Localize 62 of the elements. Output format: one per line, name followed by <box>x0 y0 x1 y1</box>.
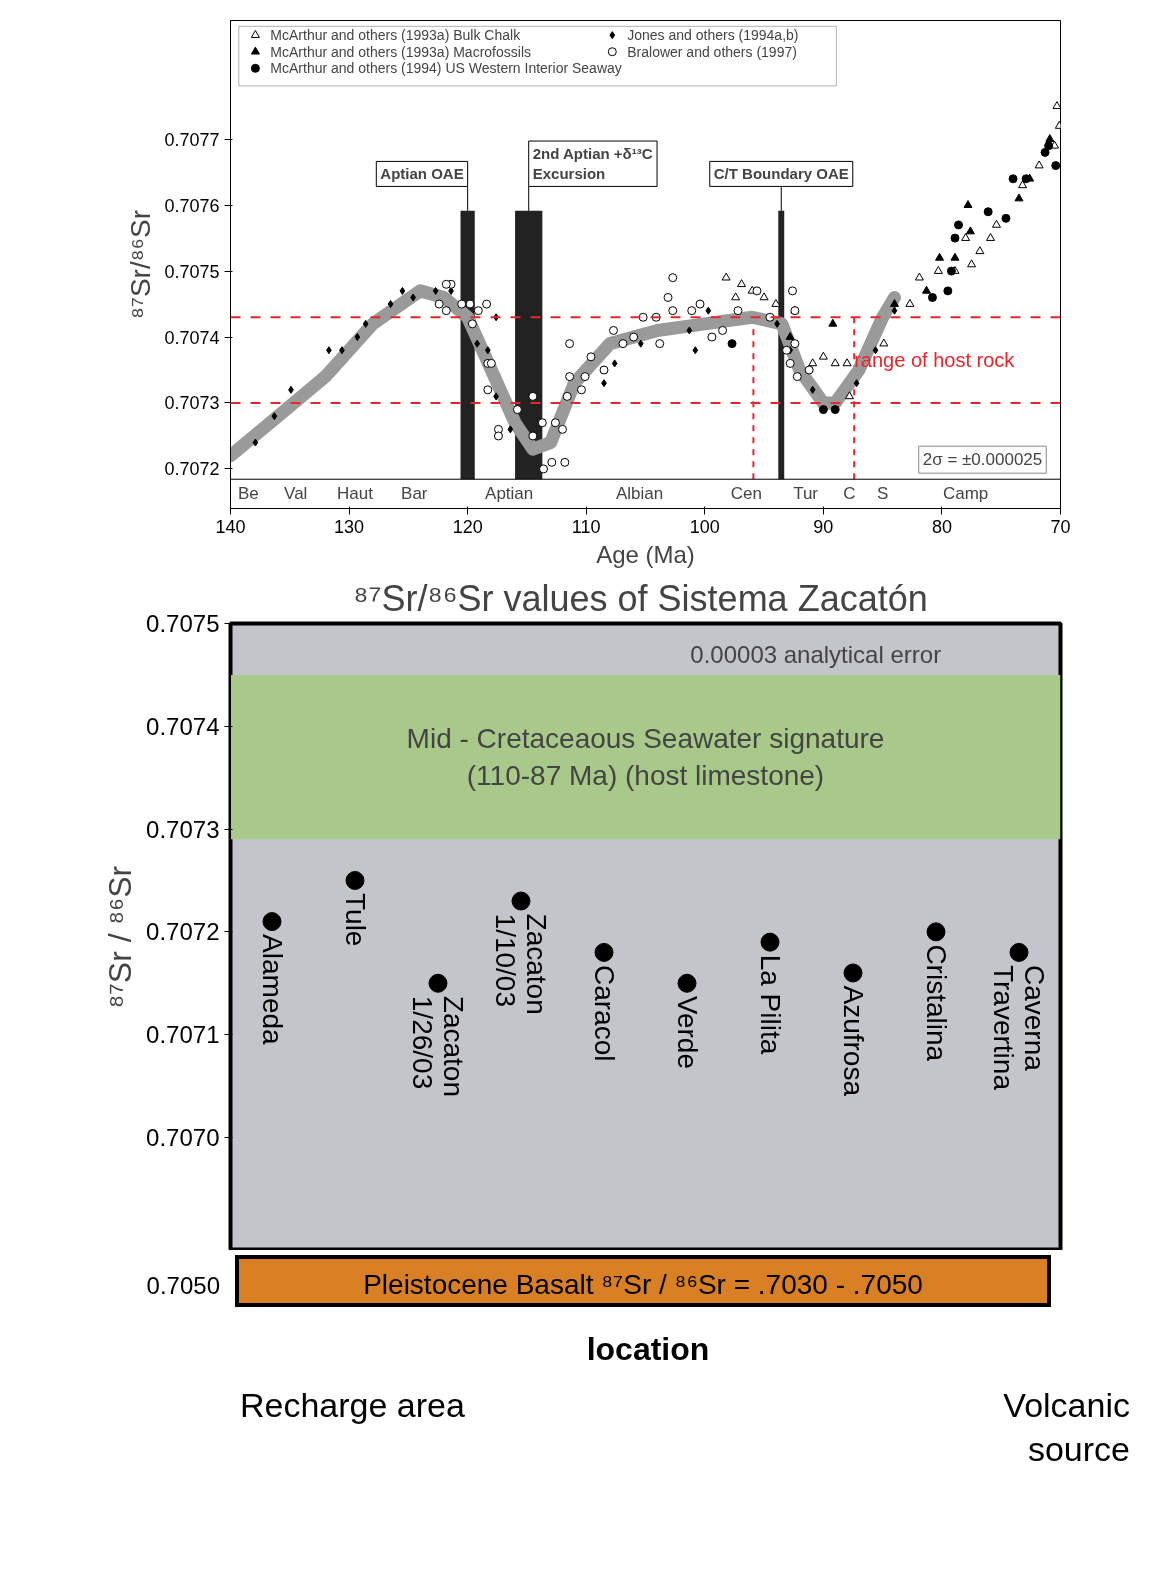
y-tick-label: 0.7070 <box>146 1123 220 1151</box>
x-tick-label: 80 <box>931 516 952 537</box>
annotation: Aptian <box>485 484 534 504</box>
category-label: Caracol <box>588 964 620 1062</box>
annotation: Albian <box>615 484 664 504</box>
band-label: C/T Boundary OAE <box>713 165 849 183</box>
y-tick-label: 0.7074 <box>146 712 220 740</box>
x-axis-title: Age (Ma) <box>596 540 695 568</box>
x-tick-label: 90 <box>813 516 834 537</box>
category-label: Alameda <box>256 934 288 1045</box>
legend-label: Jones and others (1994a,b) <box>627 27 799 44</box>
text: Volcanic source <box>1002 1384 1130 1470</box>
text: Pleistocene Basalt ⁸⁷Sr / ⁸⁶Sr = .7030 - .7050 <box>363 1268 923 1302</box>
y-tick-label: 0.7072 <box>164 459 220 480</box>
text: 0.7050 <box>146 1271 220 1301</box>
annotation: S <box>876 484 889 504</box>
x-tick-label: 140 <box>215 516 246 537</box>
legend-label: McArthur and others (1993a) Bulk Chalk <box>270 27 522 44</box>
y-tick-label: 0.7073 <box>146 815 220 843</box>
legend-label: Bralower and others (1997) <box>627 43 797 60</box>
category-label: Cristalina <box>920 944 952 1062</box>
x-tick-label: 100 <box>689 516 720 537</box>
y-tick-label: 0.7074 <box>164 327 220 348</box>
annotation: Cen <box>730 484 762 504</box>
band-label: Aptian OAE <box>380 165 464 183</box>
band-label: 2nd Aptian +δ¹³C Excursion <box>532 145 653 183</box>
annotation: 0.00003 analytical error <box>690 641 942 669</box>
category-label: La Pilita <box>754 954 786 1055</box>
annotation: 2σ = ±0.000025 <box>922 450 1043 470</box>
y-axis-title: ⁸⁷Sr/⁸⁶Sr <box>125 209 157 320</box>
y-axis-title: ⁸⁷Sr / ⁸⁶Sr <box>102 865 139 1009</box>
chart-title: ⁸⁷Sr/⁸⁶Sr values of Sistema Zacatón <box>353 577 928 619</box>
y-tick-label: 0.7075 <box>164 261 220 282</box>
annotation: Val <box>284 484 308 504</box>
category-label: Zacaton 1/10/03 <box>490 913 552 1015</box>
x-tick-label: 120 <box>452 516 483 537</box>
text: Recharge area <box>240 1384 465 1426</box>
annotation: Be <box>237 484 259 504</box>
annotation: Tur <box>793 484 819 504</box>
annotation: Haut <box>337 484 374 504</box>
category-label: Caverna Travertina <box>988 964 1050 1090</box>
category-label: Tule <box>339 893 371 947</box>
x-tick-label: 130 <box>334 516 365 537</box>
annotation: C <box>843 484 856 504</box>
category-label: Verde <box>671 995 703 1069</box>
annotation: range of host rock <box>854 349 1016 372</box>
annotation: Camp <box>942 484 989 504</box>
x-tick-label: 110 <box>571 516 601 537</box>
y-tick-label: 0.7073 <box>164 393 220 414</box>
x-tick-label: 70 <box>1050 516 1071 537</box>
legend-label: McArthur and others (1994) US Western Interior Seaway <box>270 60 622 77</box>
y-tick-label: 0.7075 <box>146 610 220 637</box>
category-label: Azufrosa <box>837 985 869 1097</box>
y-tick-label: 0.7072 <box>146 918 220 946</box>
legend-label: McArthur and others (1993a) Macrofossils <box>270 43 532 60</box>
y-tick-label: 0.7076 <box>164 195 220 216</box>
category-label: Zacaton 1/26/03 <box>407 995 469 1097</box>
text: location <box>586 1330 710 1369</box>
annotation: Bar <box>401 484 428 504</box>
y-tick-label: 0.7071 <box>146 1021 220 1049</box>
band-label: Mid - Cretaceaous Seawater signature (110-87 Ma) (host limestone) <box>406 723 885 792</box>
y-tick-label: 0.7077 <box>164 129 220 150</box>
